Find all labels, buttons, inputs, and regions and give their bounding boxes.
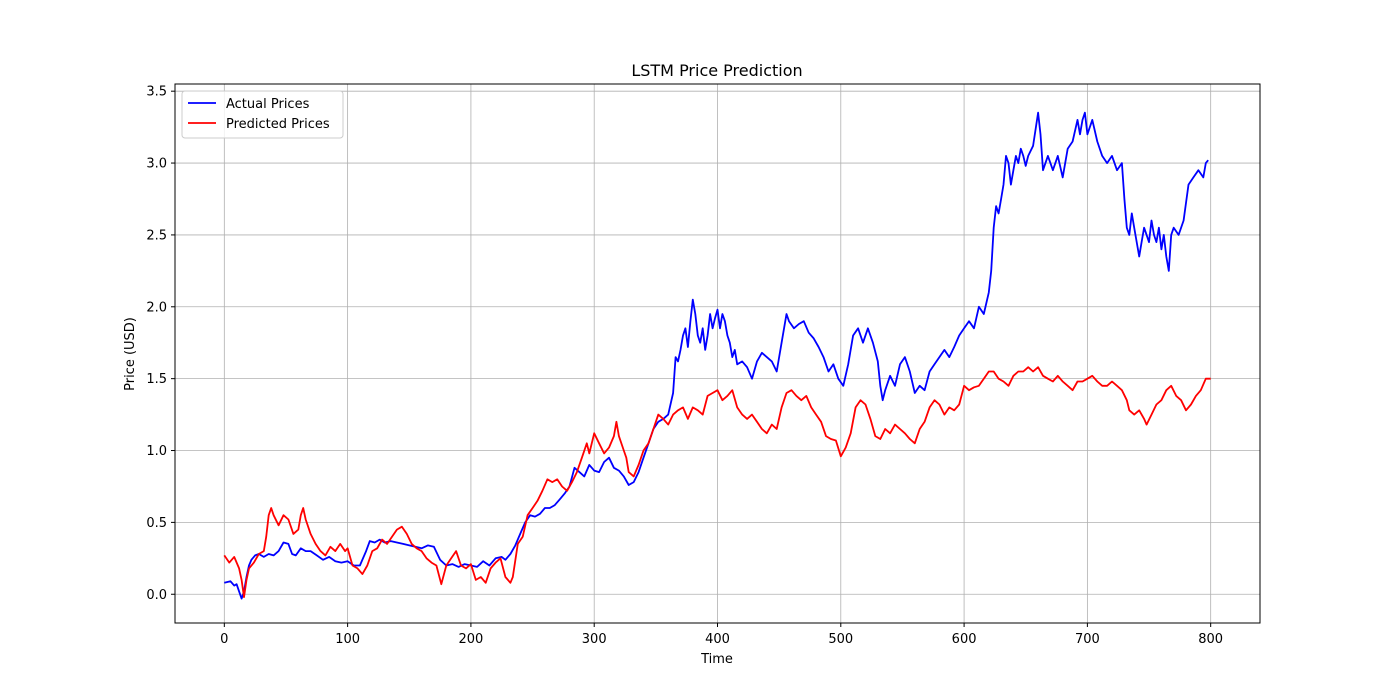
series-layer: [223, 111, 1211, 600]
grid-lines: [175, 84, 1260, 623]
x-axis-label: Time: [700, 652, 733, 667]
legend-label-actual: Actual Prices: [226, 97, 310, 112]
legend-box: [181, 90, 344, 139]
x-tick-label: 700: [1075, 632, 1100, 647]
x-tick-label: 800: [1198, 632, 1223, 647]
y-axis: 0.0 0.5 1.0 1.5 2.0 2.5 3.0 3.5: [146, 85, 175, 603]
y-tick-label: 3.0: [146, 157, 167, 172]
y-tick-label: 1.5: [146, 372, 167, 387]
series-line-predicted-prices: [223, 366, 1211, 598]
y-tick-label: 2.0: [146, 300, 167, 315]
chart-title: LSTM Price Prediction: [631, 61, 802, 80]
y-tick-label: 1.0: [146, 444, 167, 459]
y-tick-label: 0.5: [146, 516, 167, 531]
legend: Actual Prices Predicted Prices: [181, 90, 344, 139]
x-axis: 0 100 200 300 400 500 600 700 800: [220, 623, 1223, 647]
x-tick-label: 300: [582, 632, 607, 647]
y-tick-label: 2.5: [146, 228, 167, 243]
series-line-actual-prices: [224, 111, 1209, 600]
x-tick-label: 100: [335, 632, 360, 647]
legend-label-predicted: Predicted Prices: [226, 117, 330, 132]
x-tick-label: 200: [458, 632, 483, 647]
y-tick-label: 0.0: [146, 588, 167, 603]
x-tick-label: 600: [952, 632, 977, 647]
x-tick-label: 500: [828, 632, 853, 647]
y-tick-label: 3.5: [146, 85, 167, 100]
x-tick-label: 0: [220, 632, 228, 647]
y-axis-label: Price (USD): [123, 317, 138, 391]
x-tick-label: 400: [705, 632, 730, 647]
